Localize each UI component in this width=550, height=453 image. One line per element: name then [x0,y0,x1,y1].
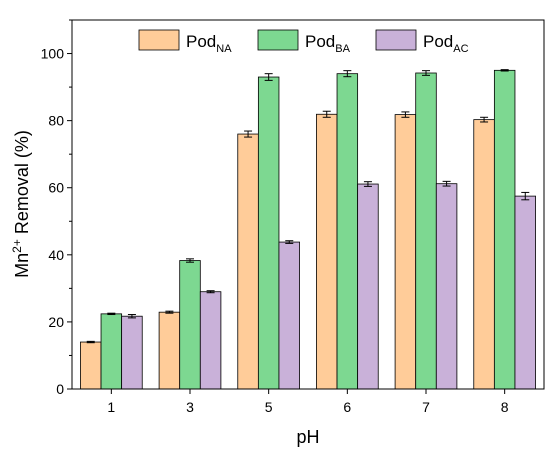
bar-na-6 [316,113,338,390]
x-tick-label: 7 [422,399,430,415]
legend-label-ba: PodBA [305,32,351,55]
bar-ba-7 [415,72,437,390]
y-tick-label: 40 [48,247,64,263]
y-axis-title-superscript: 2+ [10,239,24,253]
legend-label-na: PodNA [186,32,232,55]
legend-swatch-na [138,29,180,51]
y-tick-label: 60 [48,180,64,196]
y-axis-title-prefix: Mn [12,253,32,278]
bar-ba-6 [336,73,359,390]
legend-label-subscript: NA [216,43,232,55]
y-axis-title-suffix: Removal (%) [12,130,32,239]
bar-ba-3 [179,260,201,390]
x-axis-title: pH [296,427,319,447]
bar-na-8 [473,119,495,390]
bar-ac-3 [199,291,222,390]
x-tick-label: 8 [501,399,509,415]
bar-ac-7 [435,183,458,390]
plot-frame [71,19,545,390]
bar-ac-1 [121,315,143,390]
legend-label-name: Pod [186,32,216,51]
bar-ac-5 [278,241,300,390]
y-axis-title: Mn2+ Removal (%) [10,130,32,278]
y-tick-label: 0 [56,381,64,397]
bar-ac-6 [357,183,379,390]
bar-ba-5 [257,76,280,390]
legend-swatch-ba [257,29,299,51]
legend-label-name: Pod [423,32,453,51]
bar-ba-8 [493,69,516,390]
bars [80,69,536,390]
bar-ba-1 [100,313,123,390]
bar-na-1 [80,341,102,390]
legend-swatch-ac [375,29,417,51]
x-tick-label: 1 [107,399,115,415]
y-tick-label: 100 [41,46,65,62]
y-axis-ticks: 0 20 40 60 80 100 [41,19,72,397]
bar-na-5 [237,133,259,390]
y-tick-label: 80 [48,113,64,129]
legend-label-name: Pod [305,32,335,51]
bar-na-7 [394,114,417,390]
legend: PodNA PodBA PodAC [138,29,469,55]
legend-label-ac: PodAC [423,32,469,55]
y-tick-label: 20 [48,314,64,330]
bar-na-3 [158,311,181,390]
x-axis-ticks: 1 3 5 6 7 8 [107,389,509,415]
x-tick-label: 3 [186,399,194,415]
error-bars [86,69,530,344]
x-tick-label: 5 [265,399,273,415]
legend-label-subscript: BA [335,43,350,55]
legend-label-subscript: AC [453,43,468,55]
bar-ac-8 [514,195,536,390]
x-tick-label: 6 [343,399,351,415]
